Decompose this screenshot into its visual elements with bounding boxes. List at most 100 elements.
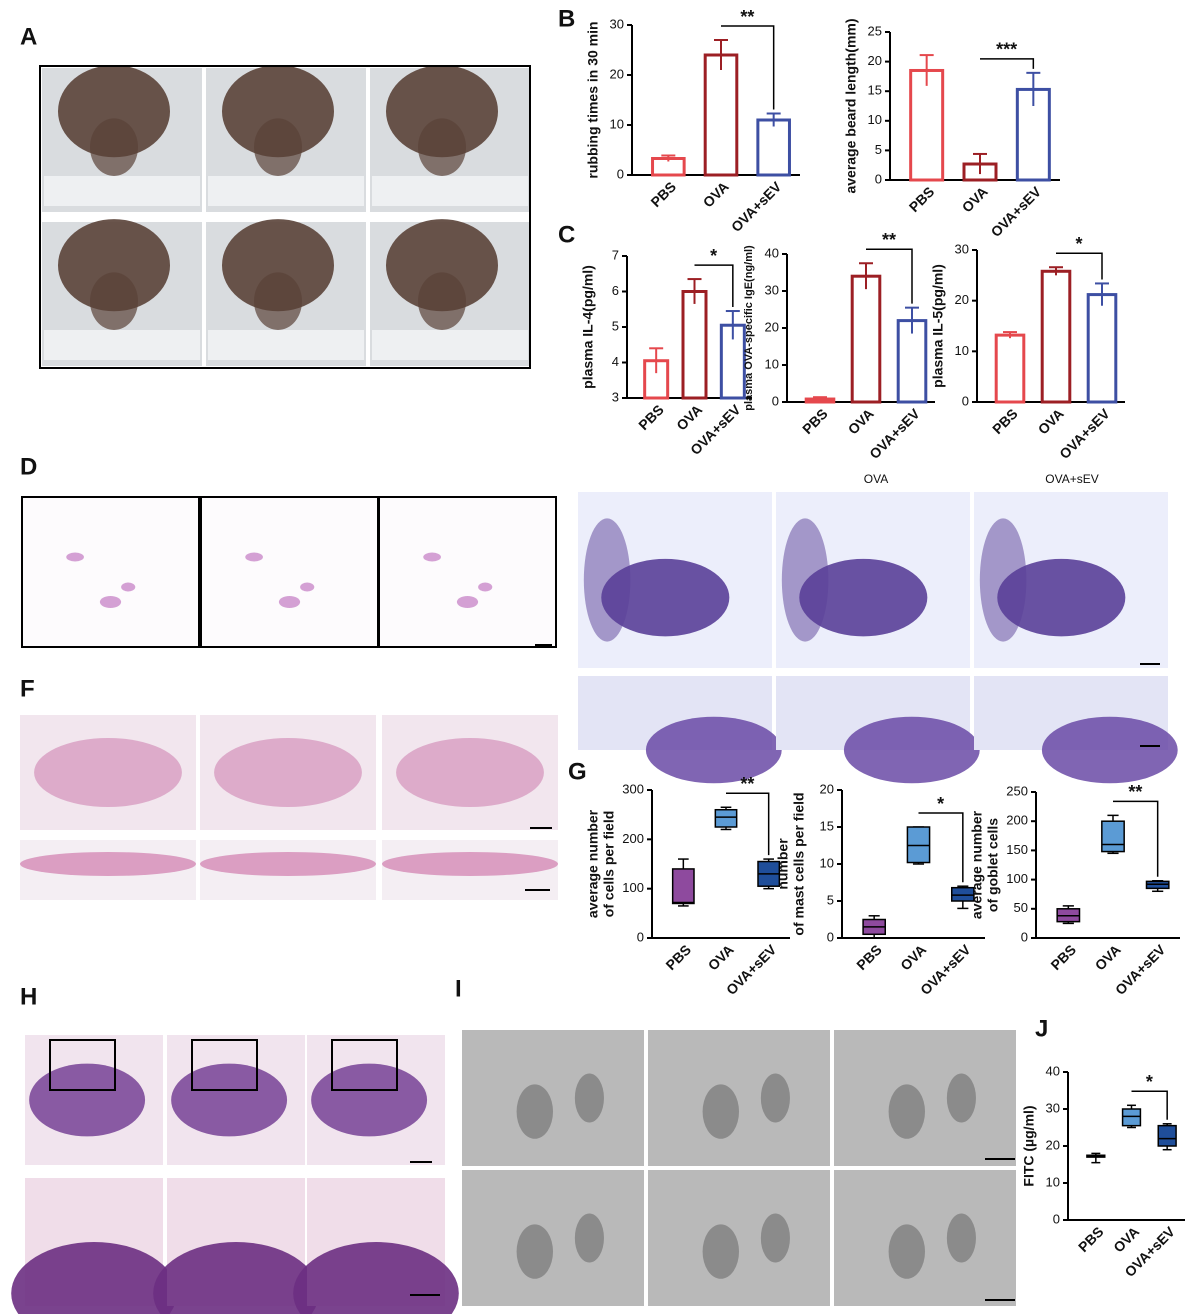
x-tick-label: PBS — [799, 405, 831, 437]
panel-label: J — [1035, 1015, 1048, 1042]
y-tick-label: 30 — [765, 282, 779, 297]
y-tick-label: 0 — [1021, 929, 1028, 944]
y-tick-label: 20 — [1046, 1137, 1060, 1152]
ruler — [372, 176, 528, 206]
image-feature — [843, 716, 980, 784]
image-feature — [888, 1224, 925, 1279]
significance-label: * — [937, 794, 944, 814]
x-tick-label: OVA — [705, 941, 737, 973]
y-axis-label: average beard length(mm) — [843, 18, 859, 193]
y-tick-label: 100 — [622, 880, 644, 895]
image-feature — [396, 738, 544, 807]
x-tick-label: OVA — [1092, 941, 1124, 973]
image-feature — [645, 716, 782, 784]
image-feature — [222, 219, 334, 312]
y-tick-label: 25 — [868, 23, 882, 38]
image-background — [834, 1170, 1016, 1306]
y-tick-label: 4 — [612, 354, 619, 369]
bar — [756, 118, 791, 177]
image-panel — [776, 676, 980, 784]
significance-label: ** — [1128, 782, 1142, 802]
y-tick-label: 10 — [955, 343, 969, 358]
panel-label: H — [20, 983, 37, 1010]
y-axis-label: FITC (µg/ml) — [1021, 1105, 1037, 1186]
image-feature — [121, 582, 136, 592]
y-tick-label: 0 — [1053, 1211, 1060, 1226]
y-tick-label: 5 — [612, 318, 619, 333]
x-tick-label: PBS — [906, 183, 938, 215]
x-tick-label: OVA+sEV — [1056, 405, 1113, 462]
x-tick-label: PBS — [662, 941, 694, 973]
y-tick-label: 300 — [622, 781, 644, 796]
y-axis-label: number — [775, 838, 791, 890]
inset-box — [49, 1039, 116, 1091]
image-feature — [300, 582, 315, 592]
bar — [681, 290, 708, 400]
image-feature — [66, 552, 84, 562]
image-feature — [99, 596, 122, 608]
image-panel — [462, 1030, 644, 1166]
y-tick-label: 100 — [1006, 871, 1028, 886]
image-feature — [278, 596, 301, 608]
panel-label: D — [20, 453, 37, 480]
image-feature — [946, 1073, 976, 1123]
image-panel — [11, 1178, 177, 1314]
image-panel — [167, 1035, 305, 1165]
chart: 0 5 10 15 20 number of mast cells per field PBS… — [775, 781, 985, 998]
image-background — [834, 1030, 1016, 1166]
significance-label: ** — [740, 774, 754, 794]
y-tick-label: 10 — [610, 116, 624, 131]
significance-label: *** — [996, 40, 1017, 60]
box — [1101, 820, 1125, 853]
image-feature — [478, 582, 493, 592]
ruler — [44, 330, 200, 360]
x-tick-label: OVA — [897, 941, 929, 973]
image-feature — [58, 65, 170, 158]
bar — [909, 68, 945, 182]
ruler — [372, 330, 528, 360]
image-feature — [979, 518, 1027, 642]
y-tick-label: 5 — [827, 892, 834, 907]
image-background — [378, 496, 557, 648]
image-panel — [974, 676, 1178, 784]
image-panel — [25, 1035, 163, 1165]
panel-label: F — [20, 675, 35, 702]
ruler — [208, 330, 364, 360]
significance-label: ** — [882, 230, 896, 250]
y-tick-label: 10 — [868, 112, 882, 127]
significance-bracket — [694, 264, 734, 308]
x-tick-label: OVA — [959, 183, 991, 215]
y-tick-label: 30 — [610, 16, 624, 31]
x-tick-label: PBS — [853, 941, 885, 973]
image-panel — [200, 840, 376, 900]
panel-label: A — [20, 23, 37, 50]
significance-bracket — [721, 25, 775, 110]
y-axis-label: average number — [585, 809, 601, 918]
significance-label: * — [710, 246, 717, 266]
image-background — [462, 1170, 644, 1306]
y-tick-label: 7 — [612, 247, 619, 262]
image-background — [648, 1030, 830, 1166]
chart: 0 50 100 150 200 250 average number of goblet c… — [969, 782, 1180, 998]
image-panel — [648, 1170, 830, 1306]
y-tick-label: 0 — [962, 393, 969, 408]
y-tick-label: 20 — [955, 292, 969, 307]
image-feature — [311, 1063, 428, 1137]
image-panel — [834, 1030, 1016, 1166]
image-feature — [34, 738, 182, 807]
image-feature — [601, 558, 730, 637]
bar — [703, 53, 739, 177]
image-panel — [21, 496, 200, 648]
y-tick-label: 5 — [875, 142, 882, 157]
image-feature — [760, 1213, 790, 1263]
image-feature — [90, 272, 138, 331]
image-feature — [418, 118, 466, 176]
y-axis-label: plasma OVA-specific IgE(ng/ml) — [743, 245, 755, 411]
chart: 0 10 20 30 rubbing times in 30 min PBS OVAOVA+… — [585, 7, 800, 235]
image-panel — [200, 496, 379, 648]
y-tick-label: 0 — [875, 171, 882, 186]
y-tick-label: 10 — [765, 356, 779, 371]
box — [714, 808, 738, 828]
image-feature — [29, 1063, 146, 1137]
